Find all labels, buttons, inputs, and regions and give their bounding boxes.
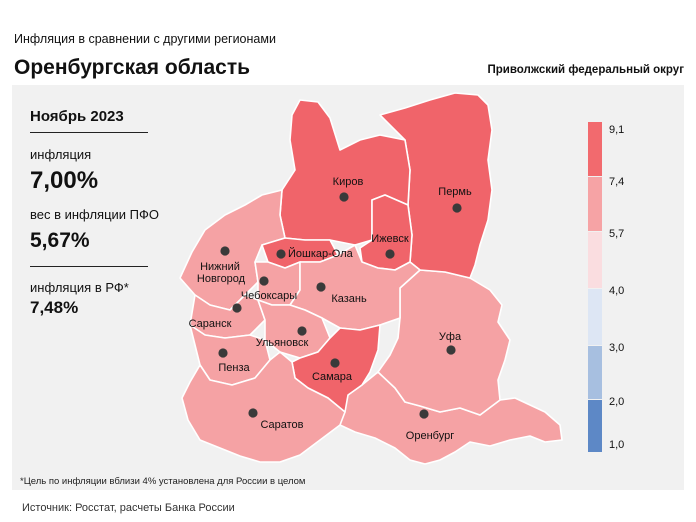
city-label-kazan: Казань <box>331 293 367 305</box>
legend-band-1 <box>588 122 602 176</box>
legend-tick-6: 2,0 <box>609 396 625 408</box>
city-label-yoshkar-ola: Йошкар-Ола <box>288 247 354 260</box>
legend-tick-4: 4,0 <box>609 285 625 297</box>
district-label: Приволжский федеральный округ <box>487 64 684 76</box>
city-dot-samara <box>330 358 340 368</box>
city-dot-saratov <box>248 408 258 418</box>
legend-band-6 <box>588 400 602 452</box>
city-dot-ulyanovsk <box>297 326 307 336</box>
city-label-samara: Самара <box>312 371 353 383</box>
city-label-saratov: Саратов <box>260 419 303 431</box>
divider-bottom <box>30 266 148 267</box>
city-label-ufa: Уфа <box>439 331 462 343</box>
city-dot-orenburg <box>419 409 429 419</box>
city-dot-kirov <box>339 192 349 202</box>
weight-value: 5,67% <box>30 229 90 252</box>
region-title: Оренбургская область <box>14 56 251 79</box>
legend-tick-1: 9,1 <box>609 124 625 136</box>
city-label-orenburg: Оренбург <box>406 430 454 442</box>
legend-tick-5: 3,0 <box>609 342 625 354</box>
inflation-value: 7,00% <box>30 167 99 194</box>
city-dot-perm <box>452 203 462 213</box>
city-label-saransk: Саранск <box>189 318 232 330</box>
city-markers: Киров Пермь Ижевск Йошкар-Ола Нижний Нов… <box>189 176 472 442</box>
city-label-izhevsk: Ижевск <box>371 233 409 245</box>
city-dot-kazan <box>316 282 326 292</box>
legend-tick-7: 1,0 <box>609 439 625 451</box>
city-label-nizhny-1: Нижний <box>200 261 240 273</box>
region-bashkortostan <box>377 269 511 416</box>
city-dot-yoshkar-ola <box>276 249 286 259</box>
divider-top <box>30 132 148 133</box>
city-label-ulyanovsk: Ульяновск <box>256 337 309 349</box>
legend-band-3 <box>588 232 602 288</box>
inflation-label: инфляция <box>30 147 92 162</box>
legend-tick-3: 5,7 <box>609 228 625 240</box>
city-dot-izhevsk <box>385 249 395 259</box>
period-label: Ноябрь 2023 <box>30 108 124 125</box>
source-note: Источник: Росстат, расчеты Банка России <box>22 502 235 514</box>
rf-inflation-label: инфляция в РФ* <box>30 280 129 295</box>
city-label-nizhny-2: Новгород <box>197 273 246 285</box>
city-dot-cheboksary <box>259 276 269 286</box>
city-label-cheboksary: Чебоксары <box>241 290 297 302</box>
city-dot-saransk <box>232 303 242 313</box>
city-label-perm: Пермь <box>438 186 472 198</box>
city-dot-nizhny <box>220 246 230 256</box>
city-dot-penza <box>218 348 228 358</box>
legend-band-5 <box>588 346 602 399</box>
city-label-penza: Пенза <box>218 362 250 374</box>
region-saratov <box>181 351 346 463</box>
legend-band-2 <box>588 177 602 231</box>
city-label-kirov: Киров <box>333 176 364 188</box>
legend-tick-2: 7,4 <box>609 176 625 188</box>
weight-label: вес в инфляции ПФО <box>30 207 160 222</box>
chart-subtitle: Инфляция в сравнении с другими регионами <box>14 32 276 46</box>
rf-inflation-value: 7,48% <box>30 298 79 317</box>
legend-band-4 <box>588 289 602 345</box>
city-dot-ufa <box>446 345 456 355</box>
footnote: *Цель по инфляции вблизи 4% установлена … <box>20 476 306 487</box>
